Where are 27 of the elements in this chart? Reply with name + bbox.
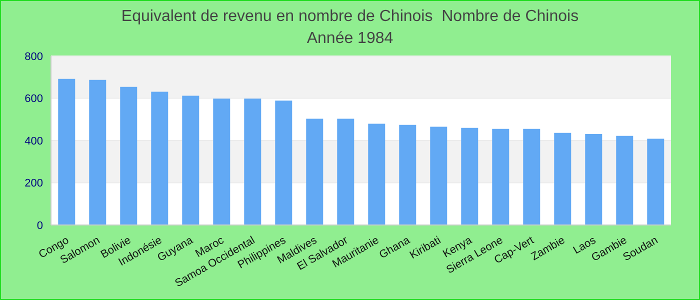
- bar: [58, 78, 76, 225]
- y-tick-label: 800: [24, 50, 43, 63]
- y-tick-label: 0: [36, 220, 43, 232]
- bar: [337, 118, 354, 225]
- bar: [120, 86, 138, 225]
- y-tick-label: 400: [24, 135, 43, 148]
- bar: [585, 134, 602, 225]
- bar: [244, 98, 262, 225]
- bar: [89, 80, 106, 225]
- bar: [151, 92, 168, 225]
- bar: [430, 126, 448, 225]
- bar: [368, 124, 386, 225]
- bar: [306, 118, 324, 225]
- bar: [523, 128, 540, 225]
- bar: [275, 100, 292, 225]
- bar: [492, 128, 510, 225]
- bar: [647, 138, 664, 225]
- bar: [182, 96, 200, 225]
- y-tick-label: 200: [24, 178, 43, 190]
- bar: [399, 124, 416, 225]
- y-tick-label: 600: [24, 93, 43, 106]
- bar: [616, 136, 634, 225]
- chart-title: Equivalent de revenu en nombre de Chinois Nombre de Chinois: [120, 7, 580, 27]
- bar: [554, 132, 572, 225]
- bar: [213, 98, 230, 225]
- bar: [461, 128, 478, 225]
- chart-subtitle: Année 1984: [306, 29, 394, 49]
